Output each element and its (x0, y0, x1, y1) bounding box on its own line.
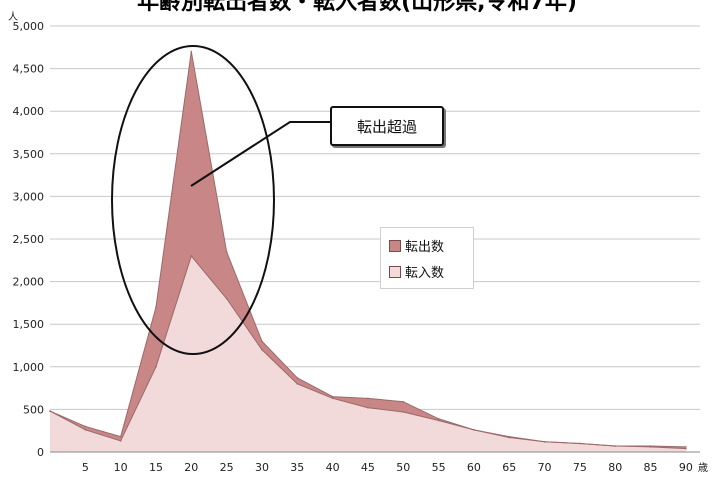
point-series-1-7 (296, 383, 299, 385)
y-tick-label-8: 4,000 (13, 105, 45, 118)
point-series-0-5 (225, 250, 228, 253)
legend: 転出数 転入数 (380, 227, 474, 289)
point-series-1-17 (649, 446, 652, 448)
x-tick-label-0: 5 (82, 461, 89, 474)
legend-item-outflow: 転出数 (389, 236, 444, 255)
x-tick-label-15: 80 (608, 461, 622, 474)
legend-label-outflow: 転出数 (405, 240, 445, 255)
x-tick-label-17: 90 (679, 461, 693, 474)
x-unit-label: 歳 (698, 462, 708, 474)
point-series-1-3 (155, 366, 157, 368)
point-series-1-10 (402, 411, 405, 413)
point-series-0-8 (331, 395, 334, 398)
y-tick-label-7: 3,500 (13, 148, 45, 161)
point-series-0-10 (402, 400, 405, 403)
point-series-1-15 (579, 442, 581, 445)
point-series-1-18 (685, 447, 687, 450)
point-series-1-5 (225, 297, 228, 300)
x-tick-label-4: 25 (220, 461, 234, 474)
point-series-1-11 (437, 419, 440, 422)
point-series-0-11 (437, 417, 440, 420)
point-series-0-18 (685, 446, 687, 448)
x-tick-label-12: 65 (502, 461, 516, 474)
chart-title: 年齢別転出者数・転入者数(山形県,令和7年) (137, 0, 577, 15)
x-tick-label-11: 60 (467, 461, 481, 474)
point-series-1-2 (119, 440, 122, 442)
point-series-0-2 (119, 435, 122, 438)
y-tick-label-1: 500 (23, 403, 44, 416)
x-tick-label-13: 70 (538, 461, 552, 474)
point-series-0-6 (261, 340, 263, 343)
x-tick-label-16: 85 (644, 461, 658, 474)
y-tick-label-6: 3,000 (13, 190, 45, 203)
point-series-0-3 (155, 306, 157, 308)
legend-swatch-inflow (389, 265, 401, 278)
legend-label-inflow: 転入数 (405, 266, 445, 281)
point-series-1-13 (508, 436, 511, 439)
point-series-1-6 (261, 348, 263, 351)
x-tick-label-10: 55 (432, 461, 446, 474)
annotation-callout: 転出超過 (330, 106, 444, 146)
point-series-0-9 (367, 397, 369, 400)
y-tick-label-2: 1,000 (13, 361, 45, 374)
x-tick-label-2: 15 (149, 461, 163, 474)
y-tick-label-10: 5,000 (13, 20, 45, 33)
legend-swatch-outflow (389, 239, 401, 252)
point-series-1-12 (473, 429, 475, 431)
area-series-1 (50, 256, 686, 452)
y-tick-label-3: 1,500 (13, 318, 45, 331)
point-series-1-8 (331, 397, 334, 400)
y-tick-label-0: 0 (37, 446, 44, 459)
y-unit-label: 人 (8, 11, 18, 23)
legend-item-inflow: 転入数 (389, 262, 444, 281)
point-series-1-1 (84, 429, 87, 431)
point-series-1-14 (543, 440, 546, 443)
point-series-1-16 (614, 445, 617, 447)
point-series-1-9 (367, 406, 369, 409)
x-tick-label-6: 35 (290, 461, 304, 474)
point-series-0-4 (190, 50, 193, 53)
callout-leader-line (190, 121, 332, 187)
y-tick-label-5: 2,500 (13, 233, 45, 246)
x-tick-label-3: 20 (184, 461, 198, 474)
point-series-0-1 (84, 425, 87, 428)
y-tick-label-9: 4,500 (13, 63, 45, 76)
x-tick-label-14: 75 (573, 461, 587, 474)
x-tick-label-9: 50 (396, 461, 410, 474)
point-series-1-4 (190, 255, 193, 257)
y-tick-label-4: 2,000 (13, 276, 45, 289)
highlight-ellipse (111, 45, 275, 355)
point-series-1-0 (49, 410, 51, 412)
x-tick-label-7: 40 (326, 461, 340, 474)
point-series-0-7 (296, 377, 299, 379)
x-tick-label-5: 30 (255, 461, 269, 474)
x-tick-label-1: 10 (114, 461, 128, 474)
x-tick-label-8: 45 (361, 461, 375, 474)
